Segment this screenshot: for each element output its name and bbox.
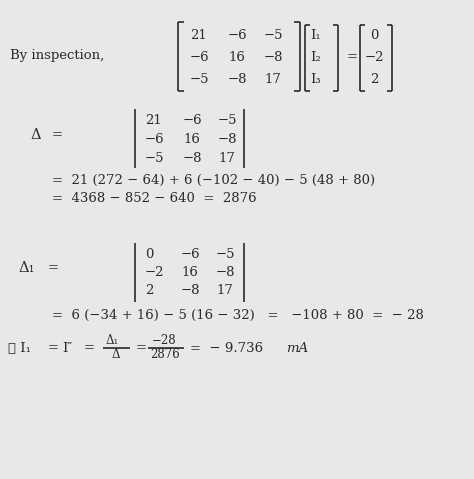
Text: I″: I″ (62, 342, 73, 354)
Text: −28: −28 (152, 334, 177, 347)
Text: 16: 16 (181, 265, 198, 278)
Text: I₂: I₂ (310, 50, 321, 64)
Text: −8: −8 (183, 151, 202, 164)
Text: Δ: Δ (112, 349, 120, 362)
Text: Δ₁: Δ₁ (18, 261, 35, 275)
Text: =  − 9.736: = − 9.736 (190, 342, 263, 354)
Text: −5: −5 (218, 114, 237, 126)
Text: =  6 (−34 + 16) − 5 (16 − 32)   =   −108 + 80  =  − 28: = 6 (−34 + 16) − 5 (16 − 32) = −108 + 80… (52, 308, 424, 321)
Text: Δ₁: Δ₁ (106, 334, 119, 347)
Text: 0: 0 (145, 248, 154, 261)
Text: 2876: 2876 (150, 349, 180, 362)
Text: 17: 17 (264, 72, 281, 85)
Text: −8: −8 (264, 50, 283, 64)
Text: 17: 17 (216, 285, 233, 297)
Text: −8: −8 (218, 133, 237, 146)
Text: −6: −6 (181, 248, 201, 261)
Text: −5: −5 (145, 151, 164, 164)
Text: −8: −8 (216, 265, 236, 278)
Text: −2: −2 (365, 50, 384, 64)
Text: =  21 (272 − 64) + 6 (−102 − 40) − 5 (48 + 80): = 21 (272 − 64) + 6 (−102 − 40) − 5 (48 … (52, 173, 375, 186)
Text: 16: 16 (183, 133, 200, 146)
Text: −8: −8 (228, 72, 247, 85)
Text: −5: −5 (216, 248, 236, 261)
Text: 17: 17 (218, 151, 235, 164)
Text: 21: 21 (145, 114, 162, 126)
Text: 0: 0 (370, 28, 378, 42)
Text: =  4368 − 852 − 640  =  2876: = 4368 − 852 − 640 = 2876 (52, 192, 256, 205)
Text: I₁: I₁ (310, 28, 320, 42)
Text: Δ: Δ (30, 128, 41, 142)
Text: =: = (48, 342, 59, 354)
Text: =: = (48, 262, 59, 274)
Text: 21: 21 (190, 28, 207, 42)
Text: =: = (347, 50, 358, 64)
Text: 2: 2 (370, 72, 378, 85)
Text: −6: −6 (145, 133, 164, 146)
Text: −5: −5 (190, 72, 210, 85)
Text: 2: 2 (145, 285, 154, 297)
Text: 16: 16 (228, 50, 245, 64)
Text: =: = (84, 342, 95, 354)
Text: By inspection,: By inspection, (10, 48, 104, 61)
Text: =: = (136, 342, 147, 354)
Text: −6: −6 (183, 114, 202, 126)
Text: mA: mA (286, 342, 308, 354)
Text: −2: −2 (145, 265, 164, 278)
Text: −5: −5 (264, 28, 283, 42)
Text: ∴ I₁: ∴ I₁ (8, 342, 31, 354)
Text: −6: −6 (228, 28, 247, 42)
Text: −6: −6 (190, 50, 210, 64)
Text: I₃: I₃ (310, 72, 320, 85)
Text: =: = (52, 128, 63, 141)
Text: −8: −8 (181, 285, 201, 297)
